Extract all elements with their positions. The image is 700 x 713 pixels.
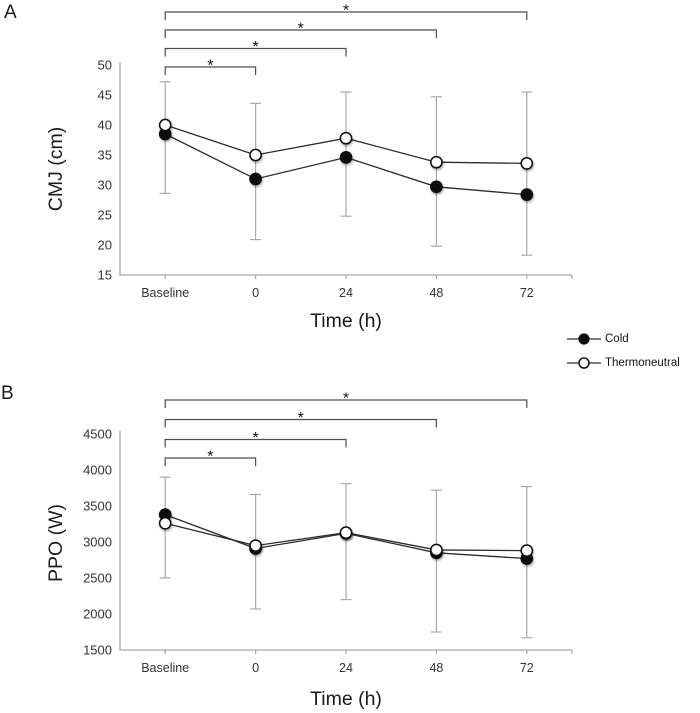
x-tick-label: 48 xyxy=(429,661,443,675)
significance-asterisk: * xyxy=(252,39,258,56)
legend-item-cold: Cold xyxy=(567,331,680,347)
x-tick-label: Baseline xyxy=(141,286,189,300)
thermoneutral-marker xyxy=(249,148,262,162)
legend-label-cold: Cold xyxy=(605,333,629,345)
thermoneutral-marker xyxy=(520,157,534,170)
y-tick-label: 50 xyxy=(98,58,112,73)
cold-marker xyxy=(520,188,534,201)
panel-b: 4500 4000 3500 3000 2500 2000 1500 Baseline 0 24 4… xyxy=(83,391,573,675)
axis-line xyxy=(119,431,572,651)
thermoneutral-marker xyxy=(158,516,172,530)
panel-a-letter: A xyxy=(4,2,17,23)
x-tick-label: 24 xyxy=(339,286,353,300)
panel-a-y-axis-title: CMJ (cm) xyxy=(45,126,67,212)
significance-asterisk: * xyxy=(343,391,349,408)
y-tick-label: 45 xyxy=(98,88,112,103)
error-bar xyxy=(430,96,442,247)
filled-circle-icon xyxy=(567,333,601,345)
significance-asterisk: * xyxy=(207,449,213,466)
cold-marker xyxy=(339,151,353,164)
panel-b-letter: B xyxy=(1,383,14,404)
open-circle-icon xyxy=(567,357,601,369)
x-tick-label: 48 xyxy=(429,286,443,300)
significance-bracket xyxy=(164,66,257,75)
thermoneutral-marker xyxy=(339,131,353,145)
axis-line xyxy=(119,62,572,276)
significance-asterisk: * xyxy=(343,3,349,20)
x-tick-label: 0 xyxy=(252,661,259,675)
x-tick-label: 0 xyxy=(252,286,259,300)
panel-a-x-axis-title: Time (h) xyxy=(310,310,382,332)
thermoneutral-marker xyxy=(339,526,353,539)
thermoneutral-marker xyxy=(430,155,443,169)
error-bar xyxy=(340,483,352,601)
x-tick-label: 72 xyxy=(520,286,534,300)
error-bar xyxy=(430,489,442,633)
y-tick-label: 40 xyxy=(98,118,112,133)
thermoneutral-marker xyxy=(158,118,172,132)
significance-asterisk: * xyxy=(207,58,213,75)
legend-item-thermoneutral: Thermoneutral xyxy=(567,355,680,371)
y-tick-label: 4500 xyxy=(83,427,112,442)
y-tick-label: 4000 xyxy=(83,463,112,478)
significance-bracket xyxy=(164,418,437,428)
significance-asterisk: * xyxy=(298,410,304,427)
significance-bracket xyxy=(164,29,437,38)
significance-bracket xyxy=(164,11,528,20)
y-tick-label: 25 xyxy=(98,208,112,223)
significance-asterisk: * xyxy=(252,430,258,447)
x-tick-label: 24 xyxy=(339,661,353,675)
error-bar xyxy=(521,91,533,256)
y-tick-label: 2000 xyxy=(83,607,112,622)
y-tick-label: 20 xyxy=(98,238,112,253)
significance-bracket xyxy=(164,399,528,408)
y-tick-label: 2500 xyxy=(83,571,112,586)
cold-marker xyxy=(430,180,443,194)
y-tick-label: 3000 xyxy=(83,535,112,550)
y-tick-label: 35 xyxy=(98,148,112,163)
significance-bracket xyxy=(164,438,347,448)
panel-b-x-axis-title: Time (h) xyxy=(310,688,382,710)
thermoneutral-marker xyxy=(430,543,443,557)
y-tick-label: 30 xyxy=(98,178,112,193)
significance-bracket xyxy=(164,47,347,57)
y-tick-label: 1500 xyxy=(83,643,112,658)
panel-b-y-axis-title: PPO (W) xyxy=(45,504,67,582)
y-tick-label: 15 xyxy=(98,268,112,283)
cold-marker xyxy=(249,172,262,186)
y-tick-label: 3500 xyxy=(83,499,112,514)
legend-label-thermoneutral: Thermoneutral xyxy=(605,357,680,369)
panel-a: 50 45 40 35 30 25 20 15 Baseline 0 24 48 72 * * * * xyxy=(98,3,573,300)
x-tick-label: Baseline xyxy=(141,661,189,675)
legend: Cold Thermoneutral xyxy=(567,331,680,379)
thermoneutral-marker xyxy=(249,539,262,552)
x-tick-label: 72 xyxy=(520,661,534,675)
thermoneutral-marker xyxy=(520,544,534,557)
error-bar xyxy=(250,102,262,241)
significance-bracket xyxy=(164,457,257,466)
significance-asterisk: * xyxy=(298,21,304,38)
